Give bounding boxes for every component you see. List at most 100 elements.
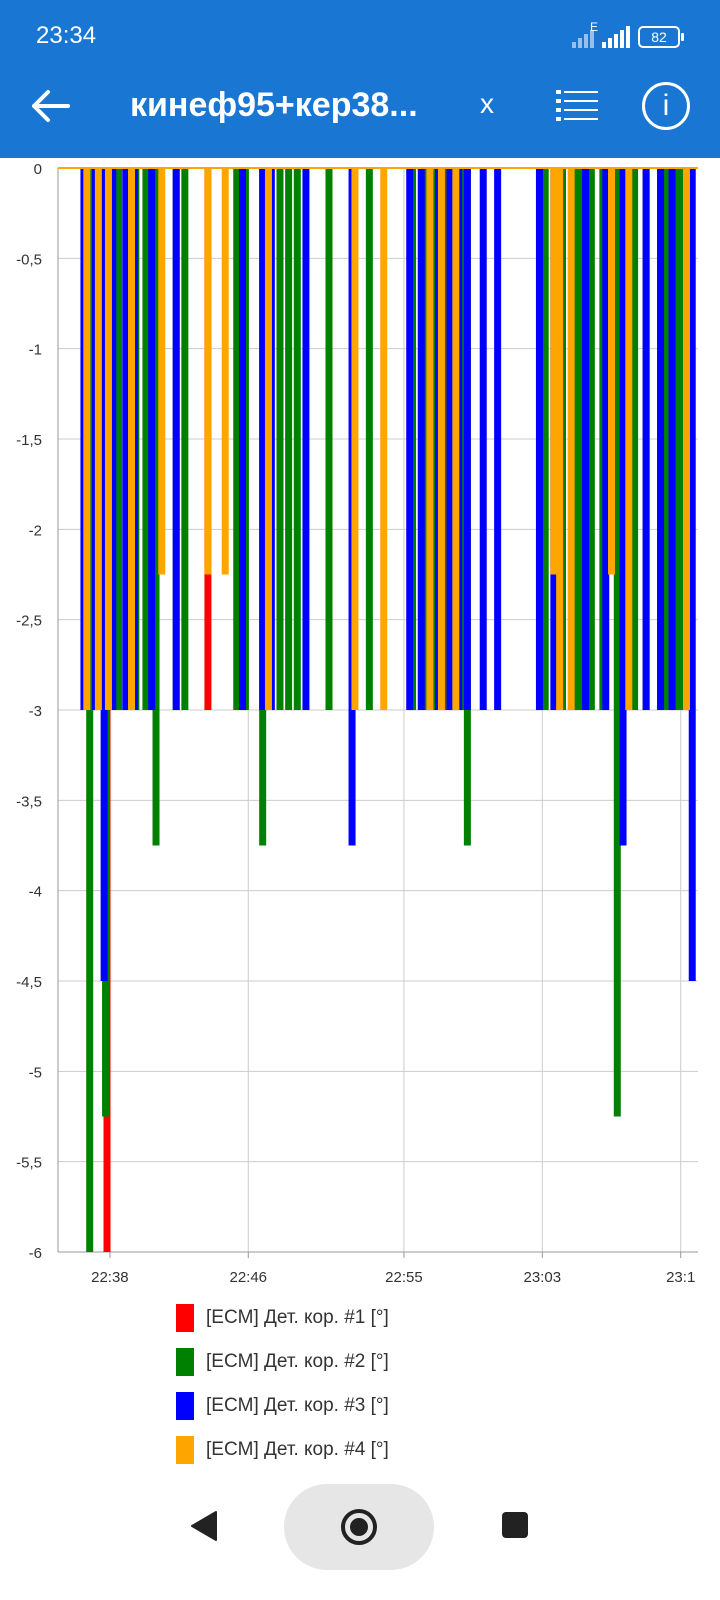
bar-series-3 bbox=[259, 168, 267, 710]
bar-series-3 bbox=[657, 168, 665, 710]
bar-series-2 bbox=[181, 168, 189, 710]
triangle-back-icon bbox=[191, 1511, 217, 1541]
bar-series-2 bbox=[293, 168, 301, 710]
bar-series-3 bbox=[688, 168, 696, 981]
bar-series-2 bbox=[631, 168, 639, 710]
legend-swatch bbox=[176, 1392, 194, 1420]
legend-label: [ECM] Дет. кор. #4 [°] bbox=[206, 1439, 389, 1460]
bar-series-3 bbox=[535, 168, 543, 710]
circle-home-icon bbox=[341, 1509, 377, 1545]
bar-series-2 bbox=[152, 168, 160, 846]
bar-series-2 bbox=[674, 168, 682, 710]
battery-icon: 82 bbox=[638, 26, 684, 48]
legend-item: [ECM] Дет. кор. #3 [°] bbox=[176, 1384, 389, 1428]
status-icons: 82 bbox=[572, 22, 684, 52]
signal-icon-2 bbox=[602, 26, 630, 48]
x-tick-label: 23:1 bbox=[666, 1269, 695, 1286]
y-tick-label: -4,5 bbox=[16, 974, 42, 991]
legend-item: [ECM] Дет. кор. #4 [°] bbox=[176, 1428, 389, 1472]
x-tick-label: 22:55 bbox=[385, 1269, 423, 1286]
bar-series-4 bbox=[83, 168, 91, 710]
bar-series-2 bbox=[115, 168, 123, 710]
bar-series-2 bbox=[576, 168, 584, 710]
legend-item: [ECM] Дет. кор. #1 [°] bbox=[176, 1296, 389, 1340]
legend-label: [ECM] Дет. кор. #1 [°] bbox=[206, 1307, 389, 1328]
arrow-left-icon bbox=[32, 90, 70, 122]
y-tick-label: -1,5 bbox=[16, 432, 42, 449]
y-tick-label: -6 bbox=[29, 1245, 42, 1262]
bar-series-4 bbox=[437, 168, 445, 710]
y-tick-label: -0,5 bbox=[16, 251, 42, 268]
bar-series-4 bbox=[158, 168, 166, 575]
page-title: кинеф95+кер38... bbox=[130, 86, 418, 124]
bar-series-3 bbox=[417, 168, 425, 710]
app-bar: 23:34 E 82 кинеф95+кер38... x i bbox=[0, 0, 720, 158]
x-tick-label: 22:38 bbox=[91, 1269, 129, 1286]
bar-series-3 bbox=[642, 168, 650, 710]
y-tick-label: -1 bbox=[29, 342, 42, 359]
x-tick-label: 23:03 bbox=[524, 1269, 562, 1286]
legend-label: [ECM] Дет. кор. #3 [°] bbox=[206, 1395, 389, 1416]
bar-series-2 bbox=[541, 168, 549, 710]
legend-swatch bbox=[176, 1348, 194, 1376]
bar-series-4 bbox=[264, 168, 272, 710]
nav-home-button[interactable] bbox=[284, 1484, 434, 1570]
bar-series-3 bbox=[602, 168, 610, 710]
bar-series-2 bbox=[613, 168, 621, 1117]
bar-series-3 bbox=[122, 168, 130, 710]
bar-series-3 bbox=[302, 168, 310, 710]
bar-series-3 bbox=[582, 168, 590, 710]
legend-label: [ECM] Дет. кор. #2 [°] bbox=[206, 1351, 389, 1372]
y-tick-label: -5 bbox=[29, 1064, 42, 1081]
bar-series-2 bbox=[142, 168, 150, 710]
y-tick-label: 0 bbox=[34, 161, 42, 178]
bar-series-2 bbox=[325, 168, 333, 710]
close-button[interactable]: x bbox=[480, 88, 494, 119]
network-type: E bbox=[589, 20, 598, 34]
bar-series-4 bbox=[128, 168, 136, 710]
legend: [ECM] Дет. кор. #1 [°] [ECM] Дет. кор. #… bbox=[176, 1296, 389, 1472]
info-button[interactable]: i bbox=[642, 82, 690, 130]
bar-series-3 bbox=[494, 168, 502, 710]
bar-series-4 bbox=[608, 168, 616, 575]
bar-series-3 bbox=[406, 168, 414, 710]
bar-series-3 bbox=[479, 168, 487, 710]
legend-swatch bbox=[176, 1436, 194, 1464]
bar-series-3 bbox=[172, 168, 180, 710]
y-tick-label: -4 bbox=[29, 884, 42, 901]
y-tick-label: -3,5 bbox=[16, 793, 42, 810]
status-time: 23:34 bbox=[36, 22, 97, 49]
legend-item: [ECM] Дет. кор. #2 [°] bbox=[176, 1340, 389, 1384]
bar-series-3 bbox=[463, 168, 471, 710]
bar-series-4 bbox=[380, 168, 388, 710]
chart: 0 -0,5 -1 -1,5 -2 -2,5 -3 -3,5 -4 -4,5 -5 -5,5 -6 22:… bbox=[16, 161, 698, 1286]
square-recent-icon[interactable] bbox=[502, 1512, 528, 1538]
back-button[interactable] bbox=[28, 86, 74, 126]
y-tick-label: -2,5 bbox=[16, 613, 42, 630]
bar-series-2 bbox=[662, 168, 670, 710]
y-tick-label: -5,5 bbox=[16, 1155, 42, 1172]
info-icon: i bbox=[662, 89, 670, 122]
bar-series-4 bbox=[426, 168, 434, 710]
bar-series-4 bbox=[567, 168, 575, 710]
circle-home-dot bbox=[350, 1518, 368, 1536]
list-button[interactable] bbox=[556, 86, 602, 126]
nav-back-button[interactable] bbox=[190, 1510, 220, 1547]
bar-series-4 bbox=[625, 168, 633, 710]
bar-series-4 bbox=[104, 168, 112, 710]
bar-series-4 bbox=[94, 168, 102, 710]
signal-icon bbox=[572, 26, 594, 48]
legend-swatch bbox=[176, 1304, 194, 1332]
bar-series-2 bbox=[587, 168, 595, 710]
bar-series-2 bbox=[276, 168, 284, 710]
bar-series-3 bbox=[109, 168, 117, 710]
bar-series-4 bbox=[204, 168, 212, 575]
bar-series-3 bbox=[619, 168, 627, 846]
x-tick-label: 22:46 bbox=[229, 1269, 267, 1286]
system-nav-bar bbox=[0, 1480, 720, 1600]
bar-series-3 bbox=[668, 168, 676, 710]
y-tick-label: -3 bbox=[29, 703, 42, 720]
bar-series-2 bbox=[285, 168, 293, 710]
list-icon bbox=[556, 90, 598, 121]
bar-series-4 bbox=[351, 168, 359, 710]
